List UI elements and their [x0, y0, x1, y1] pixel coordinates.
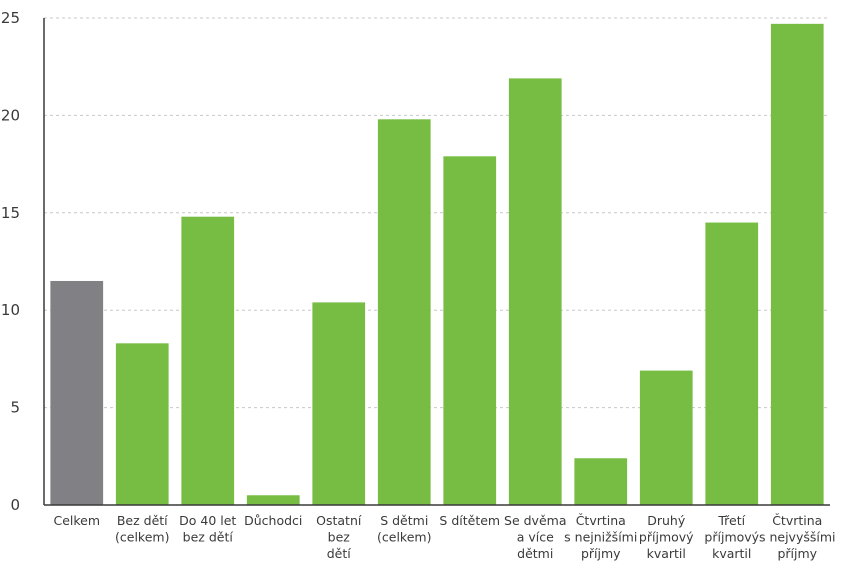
- x-category-label-line: Se dvěma: [504, 513, 566, 528]
- x-category-label-line: a více: [517, 530, 554, 545]
- bar: [508, 78, 562, 505]
- x-category-labels: Celkem Bez dětí (celkem)Do 40 let bez dětíD…: [53, 513, 835, 561]
- x-category-label: Ostatní bez dětí: [316, 513, 362, 561]
- x-category-label-line: Do 40 let: [179, 513, 236, 528]
- y-tick-labels: 0 5 10 15 20 25: [1, 9, 20, 514]
- x-category-label-line: S dítětem: [439, 513, 500, 528]
- bar: [115, 343, 169, 505]
- x-category-label-line: příjmy: [581, 546, 621, 561]
- bar: [181, 216, 235, 506]
- x-category-label-line: dětí: [327, 546, 352, 561]
- bars: [50, 23, 824, 506]
- x-category-label: Důchodci: [244, 513, 302, 528]
- x-category-label-line: s nejnižšími: [564, 530, 637, 545]
- bar: [639, 370, 693, 505]
- bar: [246, 495, 300, 505]
- x-category-label: Třetí příjmový kvartil: [704, 513, 759, 561]
- x-category-label-line: kvartil: [712, 546, 751, 561]
- axes: [43, 18, 830, 506]
- x-category-label-line: Celkem: [53, 513, 100, 528]
- x-category-label: Čtvrtina s nejnižšími příjmy: [564, 513, 637, 561]
- x-category-label: Se dvěma a více dětmi: [504, 513, 566, 561]
- x-category-label-line: příjmový: [639, 530, 694, 545]
- x-category-label-line: Třetí: [717, 513, 745, 528]
- x-category-label: Celkem: [53, 513, 100, 528]
- x-category-label-line: (celkem): [377, 530, 431, 545]
- x-category-label-line: S dětmi: [380, 513, 428, 528]
- x-category-label: Bez dětí (celkem): [115, 513, 169, 545]
- x-category-label-line: dětmi: [517, 546, 553, 561]
- y-tick-label: 25: [1, 9, 20, 27]
- bar: [50, 280, 104, 505]
- y-tick-label: 0: [10, 496, 20, 514]
- x-category-label-line: Druhý: [647, 513, 686, 528]
- x-category-label-line: bez: [328, 530, 351, 545]
- x-category-label-line: Čtvrtina: [772, 513, 822, 528]
- x-category-label: Do 40 let bez dětí: [179, 513, 236, 545]
- x-category-label: S dětmi (celkem): [377, 513, 431, 545]
- bar: [770, 23, 824, 506]
- x-category-label-line: s nejvyššími: [759, 530, 836, 545]
- x-category-label-line: bez dětí: [183, 530, 234, 545]
- bar: [443, 156, 497, 506]
- bar: [705, 222, 759, 506]
- grid-lines: [44, 17, 830, 409]
- y-tick-label: 15: [1, 204, 20, 222]
- bar: [574, 458, 628, 505]
- x-category-label: Druhý příjmový kvartil: [639, 513, 694, 561]
- x-category-label-line: Bez dětí: [117, 513, 168, 528]
- x-category-label-line: (celkem): [115, 530, 169, 545]
- bar: [377, 119, 431, 506]
- y-tick-label: 5: [10, 399, 20, 417]
- x-category-label: Čtvrtina s nejvyššími příjmy: [759, 513, 836, 561]
- x-category-label-line: příjmy: [777, 546, 817, 561]
- x-category-label-line: příjmový: [704, 530, 759, 545]
- x-category-label: S dítětem: [439, 513, 500, 528]
- x-category-label-line: Čtvrtina: [576, 513, 626, 528]
- bar: [312, 302, 366, 505]
- x-category-label-line: kvartil: [647, 546, 686, 561]
- y-tick-label: 20: [1, 106, 20, 124]
- x-category-label-line: Důchodci: [244, 513, 302, 528]
- y-tick-label: 10: [1, 301, 20, 319]
- x-category-label-line: Ostatní: [316, 513, 362, 528]
